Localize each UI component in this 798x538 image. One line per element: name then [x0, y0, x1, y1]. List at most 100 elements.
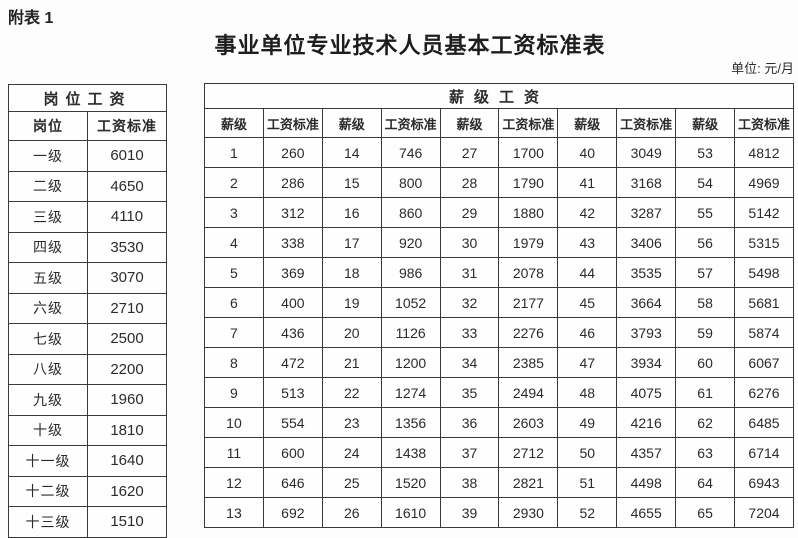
grade-table-cell: 800: [380, 167, 441, 198]
position-table-cell: 2500: [87, 323, 167, 355]
grade-table-cell: 53: [675, 137, 736, 168]
grade-table-cell: 58: [675, 287, 736, 318]
grade-table-cell: 30: [439, 227, 500, 258]
grade-table-cell: 1: [204, 137, 264, 168]
grade-table-cell: 48: [557, 377, 618, 408]
grade-table-cell: 646: [262, 467, 323, 498]
grade-table-cell: 554: [262, 407, 323, 438]
grade-table-header: 薪级工资 薪级 工资标准 薪级 工资标准 薪级 工资标准 薪级 工资标准 薪级 …: [204, 83, 794, 138]
grade-table-cell: 1520: [380, 467, 441, 498]
grade-table-cell: 47: [557, 347, 618, 378]
table-row: 9 513 22 1274 35 2494 48 4075 61 6276: [204, 377, 794, 408]
table-row: 十级 1810: [8, 414, 167, 446]
grade-table-cell: 49: [557, 407, 618, 438]
grade-table-cell: 24: [321, 437, 382, 468]
grade-table-cell: 64: [675, 467, 736, 498]
grade-table-cell: 6943: [734, 467, 794, 498]
grade-table-cell: 1274: [380, 377, 441, 408]
grade-table-cell: 600: [262, 437, 323, 468]
table-row: 岗位工资: [8, 84, 167, 112]
column-header-salary: 工资标准: [262, 108, 323, 138]
grade-table-cell: 746: [380, 137, 441, 168]
grade-table-cell: 4655: [616, 497, 677, 528]
grade-table-cell: 5874: [734, 317, 794, 348]
column-header-grade: 薪级: [321, 108, 382, 138]
grade-table-cell: 1880: [498, 197, 559, 228]
table-row: 薪级 工资标准 薪级 工资标准 薪级 工资标准 薪级 工资标准 薪级 工资标准: [204, 108, 794, 138]
grade-table-cell: 28: [439, 167, 500, 198]
grade-table-cell: 31: [439, 257, 500, 288]
grade-table-cell: 286: [262, 167, 323, 198]
grade-table-cell: 2603: [498, 407, 559, 438]
grade-table-cell: 1438: [380, 437, 441, 468]
position-table-cell: 十三级: [8, 506, 88, 538]
position-table-cell: 七级: [8, 323, 88, 355]
column-header-grade: 薪级: [557, 108, 618, 138]
grade-table-cell: 36: [439, 407, 500, 438]
grade-table-cell: 39: [439, 497, 500, 528]
grade-table-cell: 6: [204, 287, 264, 318]
grade-table-cell: 5315: [734, 227, 794, 258]
position-table-cell: 4110: [87, 201, 167, 233]
grade-table-cell: 16: [321, 197, 382, 228]
grade-table-cell: 369: [262, 257, 323, 288]
grade-table-cell: 42: [557, 197, 618, 228]
table-row: 5 369 18 986 31 2078 44 3535 57 5498: [204, 257, 794, 288]
grade-salary-table: 薪级工资 薪级 工资标准 薪级 工资标准 薪级 工资标准 薪级 工资标准 薪级 …: [204, 83, 794, 528]
table-row: 1 260 14 746 27 1700 40 3049 53 4812: [204, 137, 794, 168]
grade-table-cell: 2821: [498, 467, 559, 498]
grade-table-cell: 46: [557, 317, 618, 348]
column-header-salary: 工资标准: [616, 108, 677, 138]
grade-table-cell: 7: [204, 317, 264, 348]
grade-table-cell: 17: [321, 227, 382, 258]
grade-table-cell: 6067: [734, 347, 794, 378]
table-row: 6 400 19 1052 32 2177 45 3664 58 5681: [204, 287, 794, 318]
grade-table-cell: 57: [675, 257, 736, 288]
column-header-grade: 薪级: [439, 108, 500, 138]
position-table-cell: 十一级: [8, 445, 88, 477]
table-row: 八级 2200: [8, 353, 167, 385]
grade-table-cell: 62: [675, 407, 736, 438]
grade-table-cell: 11: [204, 437, 264, 468]
grade-table-cell: 33: [439, 317, 500, 348]
position-table-cell: 3530: [87, 231, 167, 263]
position-table-cell: 2710: [87, 292, 167, 324]
page-title: 事业单位专业技术人员基本工资标准表: [214, 33, 606, 58]
column-header-salary: 工资标准: [734, 108, 794, 138]
grade-table-cell: 35: [439, 377, 500, 408]
grade-table-cell: 692: [262, 497, 323, 528]
table-row: 11 600 24 1438 37 2712 50 4357 63 6714: [204, 437, 794, 468]
grade-table-cell: 25: [321, 467, 382, 498]
grade-table-cell: 312: [262, 197, 323, 228]
grade-table-cell: 14: [321, 137, 382, 168]
grade-table-cell: 4075: [616, 377, 677, 408]
position-table-cell: 1510: [87, 506, 167, 538]
position-table-cell: 二级: [8, 170, 88, 202]
position-salary-table: 岗位工资 岗位 工资标准 一级 6010 二级 4650 三级 4110 四级 3530 五级 3…: [8, 84, 167, 538]
grade-table-cell: 920: [380, 227, 441, 258]
grade-table-cell: 3168: [616, 167, 677, 198]
grade-table-cell: 4216: [616, 407, 677, 438]
column-header-salary: 工资标准: [380, 108, 441, 138]
table-row: 薪级工资: [204, 83, 794, 109]
grade-table-cell: 41: [557, 167, 618, 198]
grade-table-cell: 54: [675, 167, 736, 198]
grade-table-cell: 4357: [616, 437, 677, 468]
grade-table-cell: 6714: [734, 437, 794, 468]
grade-table-cell: 2276: [498, 317, 559, 348]
table-row: 8 472 21 1200 34 2385 47 3934 60 6067: [204, 347, 794, 378]
position-table-header: 岗位工资 岗位 工资标准: [8, 84, 167, 141]
grade-table-cell: 51: [557, 467, 618, 498]
grade-table-cell: 50: [557, 437, 618, 468]
table-row: 五级 3070: [8, 262, 167, 294]
table-row: 六级 2710: [8, 292, 167, 324]
appendix-label: 附表 1: [8, 10, 54, 27]
grade-table-cell: 40: [557, 137, 618, 168]
grade-table-cell: 26: [321, 497, 382, 528]
grade-table-cell: 3793: [616, 317, 677, 348]
grade-table-body: 1 260 14 746 27 1700 40 3049 53 4812 2 286 15 800 28 17…: [204, 137, 794, 528]
grade-table-cell: 1200: [380, 347, 441, 378]
column-header-salary: 工资标准: [498, 108, 559, 138]
grade-table-cell: 34: [439, 347, 500, 378]
grade-table-cell: 61: [675, 377, 736, 408]
